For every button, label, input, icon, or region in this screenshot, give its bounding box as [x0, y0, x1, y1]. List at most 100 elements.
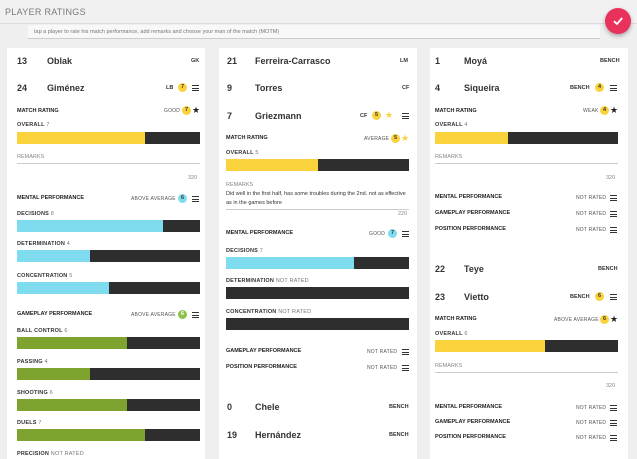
remarks-label: REMARKS: [226, 182, 254, 188]
overall-label: OVERALL 7: [17, 122, 50, 128]
overall-bar[interactable]: [226, 159, 409, 171]
page-title: PLAYER RATINGS: [5, 7, 86, 17]
player-name: Moyá: [464, 56, 488, 66]
motm-star-icon[interactable]: ★: [610, 314, 619, 324]
remarks-input[interactable]: [435, 163, 618, 164]
remarks-counter: 320: [606, 175, 616, 181]
list-icon[interactable]: [610, 227, 617, 233]
overall-label: OVERALL 4: [435, 122, 468, 128]
concentration-bar[interactable]: [226, 318, 409, 330]
mental-performance-label: MENTAL PERFORMANCE: [226, 230, 294, 236]
remarks-counter: 220: [398, 211, 408, 217]
match-rating-label: MATCH RATING: [435, 108, 477, 114]
match-rating-text: GOOD: [164, 108, 181, 114]
mental-rating-text: ABOVE AVERAGE: [131, 196, 176, 202]
position-status: NOT RATED: [576, 227, 607, 233]
list-icon[interactable]: [610, 211, 617, 217]
overall-bar-fill: [17, 132, 146, 144]
decisions-bar[interactable]: [17, 220, 200, 232]
list-icon[interactable]: [610, 294, 617, 300]
concentration-label: CONCENTRATION NOT RATED: [226, 309, 312, 315]
rating-badge: 6: [595, 292, 604, 301]
match-rating-badge: 4: [600, 106, 609, 115]
motm-star-icon[interactable]: ★: [401, 133, 410, 143]
match-rating-badge: 7: [182, 106, 191, 115]
player-position: LM: [400, 58, 408, 64]
overall-bar[interactable]: [435, 132, 618, 144]
mental-performance-label: MENTAL PERFORMANCE: [435, 404, 503, 410]
player-number: 13: [17, 56, 28, 66]
match-rating-label: MATCH RATING: [226, 135, 268, 141]
remarks-label: REMARKS: [435, 363, 463, 369]
shooting-label: SHOOTING 6: [17, 390, 53, 396]
remarks-counter: 320: [188, 175, 198, 181]
determination-label: DETERMINATION NOT RATED: [226, 278, 309, 284]
player-name: Giménez: [47, 83, 85, 93]
player-name: Vietto: [464, 292, 489, 302]
mental-performance-label: MENTAL PERFORMANCE: [435, 194, 503, 200]
top-bar: PLAYER RATINGS: [0, 0, 637, 24]
player-position: LB: [166, 85, 174, 91]
list-icon[interactable]: [610, 405, 617, 411]
motm-star-icon[interactable]: ★: [192, 105, 201, 115]
gameplay-performance-label: GAMEPLAY PERFORMANCE: [17, 311, 93, 317]
overall-bar[interactable]: [17, 132, 200, 144]
remarks-input[interactable]: [435, 372, 618, 373]
player-name: Chele: [255, 402, 280, 412]
ball-control-label: BALL CONTROL 6: [17, 328, 68, 334]
motm-star-icon[interactable]: ★: [385, 110, 394, 120]
player-number: 0: [227, 402, 233, 412]
remarks-input[interactable]: [17, 163, 200, 164]
list-icon[interactable]: [402, 365, 409, 371]
gameplay-rating-text: ABOVE AVERAGE: [131, 312, 176, 318]
list-icon[interactable]: [192, 196, 199, 202]
match-rating-badge: 5: [391, 134, 400, 143]
overall-label: OVERALL 6: [435, 331, 468, 337]
position-status: NOT RATED: [367, 365, 398, 371]
duels-bar[interactable]: [17, 429, 200, 441]
player-position: BENCH: [570, 85, 590, 91]
overall-bar-fill: [226, 159, 318, 171]
decisions-bar-fill: [226, 257, 355, 269]
list-icon[interactable]: [610, 435, 617, 441]
decisions-bar[interactable]: [226, 257, 409, 269]
player-name: Hernández: [255, 430, 302, 440]
list-icon[interactable]: [192, 312, 199, 318]
gameplay-status: NOT RATED: [367, 349, 398, 355]
lineup-column-3: 1 Moyá BENCH 4 Siqueira BENCH 4 MATCH RA…: [430, 48, 628, 459]
player-name: Torres: [255, 83, 283, 93]
confirm-button[interactable]: [605, 8, 631, 34]
remarks-counter: 320: [606, 383, 616, 389]
concentration-bar[interactable]: [17, 282, 200, 294]
match-rating-text: AVERAGE: [364, 136, 390, 142]
player-number: 24: [17, 83, 28, 93]
list-icon[interactable]: [192, 85, 199, 91]
player-name: Griezmann: [255, 111, 302, 121]
motm-star-icon[interactable]: ★: [610, 105, 619, 115]
match-rating-label: MATCH RATING: [435, 316, 477, 322]
determination-bar[interactable]: [17, 250, 200, 262]
passing-bar[interactable]: [17, 368, 200, 380]
match-rating-label: MATCH RATING: [17, 108, 59, 114]
player-number: 1: [435, 56, 441, 66]
shooting-bar[interactable]: [17, 399, 200, 411]
list-icon[interactable]: [610, 420, 617, 426]
concentration-label: CONCENTRATION 5: [17, 273, 73, 279]
decisions-label: DECISIONS 8: [17, 211, 55, 217]
list-icon[interactable]: [402, 349, 409, 355]
list-icon[interactable]: [610, 195, 617, 201]
ball-control-bar[interactable]: [17, 337, 200, 349]
list-icon[interactable]: [402, 231, 409, 237]
decisions-bar-fill: [17, 220, 164, 232]
determination-bar[interactable]: [226, 287, 409, 299]
remarks-text[interactable]: Did well in the first half, has some tro…: [226, 191, 406, 206]
player-name: Teye: [464, 264, 484, 274]
determination-label: DETERMINATION 4: [17, 241, 71, 247]
list-icon[interactable]: [610, 85, 617, 91]
rating-badge: 5: [372, 111, 381, 120]
overall-bar[interactable]: [435, 340, 618, 352]
determination-bar-fill: [17, 250, 91, 262]
gameplay-performance-label: GAMEPLAY PERFORMANCE: [435, 419, 511, 425]
player-position: BENCH: [570, 294, 590, 300]
list-icon[interactable]: [402, 113, 409, 119]
